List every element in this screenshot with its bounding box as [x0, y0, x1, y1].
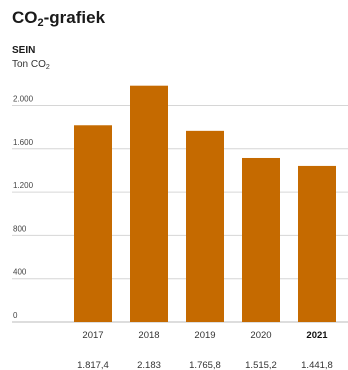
y-tick-label: 400	[13, 268, 27, 277]
x-tick-label-2019: 2019	[194, 330, 215, 341]
x-tick-label-2017: 2017	[82, 330, 103, 341]
x-axis-labels: 2017 2018 2019 2020 2021	[82, 330, 328, 341]
y-tick-label: 1.200	[13, 181, 34, 190]
value-labels: 1.817,4 2.183 1.765,8 1.515,2 1.441,8	[77, 360, 333, 370]
bar-2019	[186, 130, 224, 322]
bar-2018	[130, 85, 168, 322]
y-tick-label: 2.000	[13, 95, 34, 104]
value-label-2020: 1.515,2	[245, 360, 277, 370]
bar-2021	[298, 165, 336, 322]
x-tick-label-2018: 2018	[138, 330, 159, 341]
y-tick-label: 0	[13, 311, 18, 320]
x-tick-label-2021: 2021	[306, 330, 328, 341]
bar-2020	[242, 157, 280, 322]
unit-label: Ton CO2	[12, 59, 50, 71]
value-label-2019: 1.765,8	[189, 360, 221, 370]
y-tick-label: 1.600	[13, 138, 34, 147]
value-label-2021: 1.441,8	[301, 360, 333, 370]
y-tick-label: 800	[13, 224, 27, 233]
value-label-2017: 1.817,4	[77, 360, 109, 370]
company-name: SEIN	[12, 45, 36, 56]
gridlines: 0 400 800 1.200 1.600 2.000	[12, 95, 348, 323]
x-tick-label-2020: 2020	[250, 330, 271, 341]
value-label-2018: 2.183	[137, 360, 161, 370]
chart-title: CO2-grafiek	[12, 8, 106, 29]
bar-2017	[74, 125, 112, 322]
bars	[74, 85, 336, 322]
